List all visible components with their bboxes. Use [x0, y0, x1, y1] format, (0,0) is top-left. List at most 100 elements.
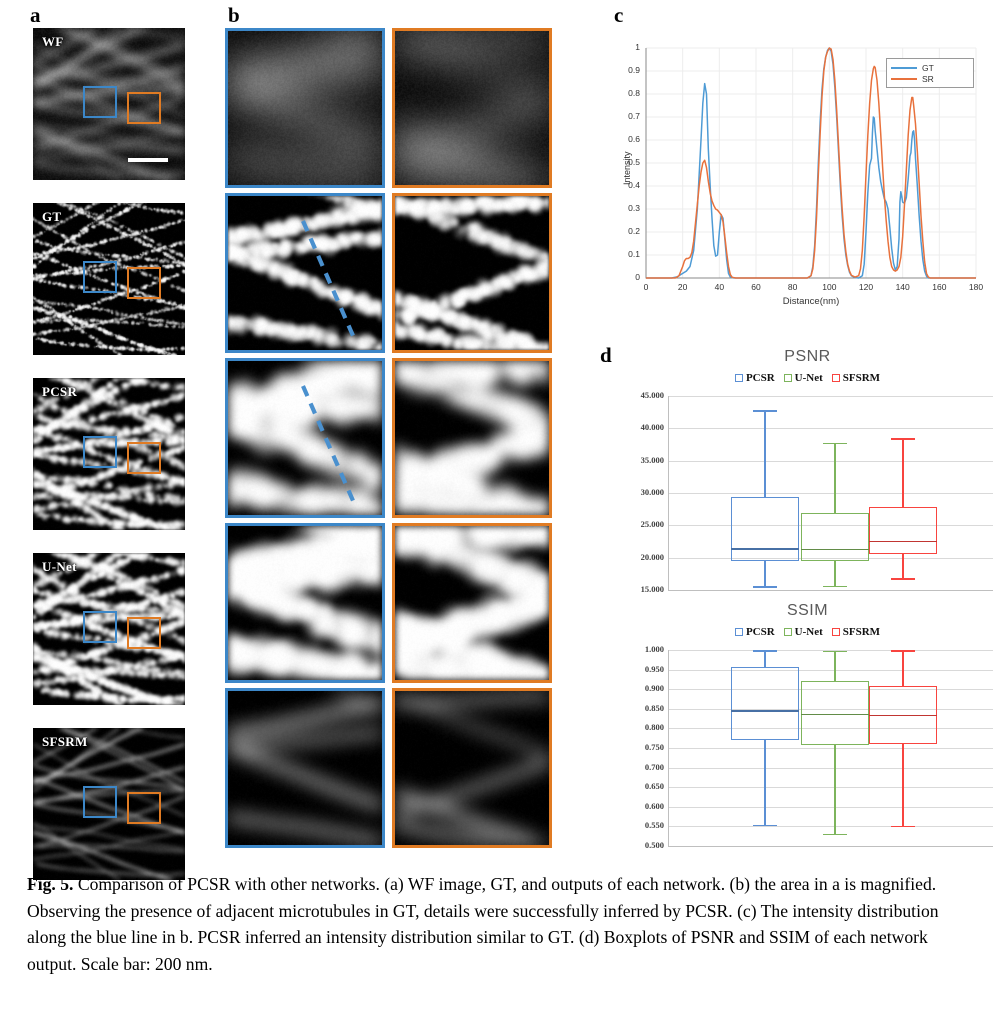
panel-label-d: d: [600, 343, 612, 367]
box-iqr: [801, 680, 869, 745]
boxplot-ytick: 30.000: [640, 487, 664, 497]
orange-roi-box: [127, 442, 161, 474]
micrograph-wf: WF: [33, 28, 185, 180]
whisker-cap-upper: [891, 438, 915, 440]
micrograph-pcsr: PCSR: [33, 378, 185, 530]
whisker-cap-lower: [753, 586, 777, 589]
boxplot-ytick: 0.500: [644, 840, 664, 850]
whisker-cap-upper: [823, 650, 847, 653]
crop-canvas: [228, 31, 382, 185]
ssim-legend-item-sfsrm: SFSRM: [831, 626, 880, 638]
boxplot-gridline: [668, 525, 993, 527]
lineplot-legend-label-gt: GT: [922, 62, 934, 73]
box-median-line: [869, 714, 937, 717]
lineplot-ytick: 0.7: [628, 111, 640, 121]
orange-roi-box: [127, 267, 161, 299]
box-iqr: [869, 506, 937, 555]
psnr-boxplot: PSNR PCSR U-Net SFSRM 15.000 20.000 25.000…: [620, 348, 995, 598]
figure-caption-label: Fig. 5.: [27, 874, 74, 894]
lineplot-yaxis-label: Intensity: [622, 151, 632, 185]
psnr-chart-title: PSNR: [784, 348, 831, 365]
panel-c-intensity-lineplot: 0 0.1 0.2 0.3 0.4 0.5 0.6 0.7 0.8 0.9 1 0 20 40 60 80 10…: [612, 30, 992, 320]
boxplot-ytick: 0.550: [644, 820, 664, 831]
ssim-legend-label-unet: U-Net: [794, 626, 823, 638]
lineplot-xtick: 60: [751, 282, 761, 292]
boxplot-ytick: 25.000: [640, 519, 664, 530]
ssim-boxplot: SSIM PCSR U-Net SFSRM 0.500 0.550 0.600 0.6…: [620, 602, 995, 857]
psnr-legend-item-unet: U-Net: [783, 372, 823, 384]
whisker-cap-lower: [891, 578, 915, 580]
lineplot-legend: GT SR: [886, 58, 974, 88]
lineplot-ytick: 0.1: [628, 249, 640, 259]
boxplot-gridline: [668, 428, 993, 430]
ssim-legend-item-pcsr: PCSR: [734, 626, 775, 638]
whisker-cap-upper: [753, 650, 777, 652]
whisker-lower: [834, 744, 836, 834]
boxplot-x-axis: [668, 590, 993, 591]
whisker-upper: [834, 650, 836, 681]
orange-roi-box: [127, 617, 161, 649]
box-iqr: [731, 496, 799, 561]
lineplot-ytick: 0.5: [628, 157, 640, 167]
boxplot-gridline: [668, 650, 993, 651]
boxplot-gridline: [668, 689, 993, 691]
micrograph-sfsrm: SFSRM: [33, 728, 185, 880]
box-median-line: [731, 547, 799, 550]
boxplot-group-sfsrm: [668, 396, 993, 590]
box-median-line: [801, 713, 869, 716]
crop-blue-sfsrm: [225, 688, 385, 848]
panel-label-c: c: [614, 3, 624, 27]
ssim-legend: PCSR U-Net SFSRM: [620, 626, 995, 638]
panel-label-b: b: [228, 3, 240, 27]
crop-orange-u-net: [392, 523, 552, 683]
lineplot-xtick: 120: [858, 282, 874, 292]
whisker-lower: [764, 739, 766, 825]
boxplot-group-u-net: [668, 396, 993, 590]
orange-roi-box: [127, 792, 161, 824]
whisker-cap-lower: [753, 824, 777, 827]
boxplot-ytick: 40.000: [640, 422, 664, 433]
boxplot-gridline: [668, 557, 993, 559]
boxplot-ytick: 0.900: [644, 683, 664, 694]
lineplot-legend-item-sr: SR: [891, 73, 969, 84]
whisker-lower: [902, 744, 904, 826]
psnr-legend-label-sfsrm: SFSRM: [842, 372, 881, 384]
whisker-upper: [902, 650, 904, 687]
whisker-cap-upper: [823, 442, 847, 445]
lineplot-xtick: 80: [787, 282, 798, 292]
whisker-lower: [834, 561, 836, 586]
boxplot-gridline: [668, 460, 993, 462]
whisker-upper: [902, 438, 904, 507]
crop-canvas: [395, 526, 549, 680]
boxplot-ytick: 15.000: [640, 584, 664, 594]
boxplot-y-axis: [668, 396, 669, 590]
boxplot-ytick: 35.000: [640, 454, 664, 465]
crop-orange-pcsr: [392, 358, 552, 518]
lineplot-xtick: 180: [968, 282, 984, 292]
boxplot-gridline: [668, 396, 993, 397]
boxplot-gridline: [668, 493, 993, 494]
crop-canvas: [395, 196, 549, 350]
whisker-cap-lower: [823, 585, 847, 588]
boxplot-gridline: [668, 767, 993, 769]
boxplot-ytick: 0.750: [644, 742, 664, 752]
intensity-plot-svg: [645, 47, 977, 279]
whisker-upper: [764, 650, 766, 668]
psnr-plot-area: 15.000 20.000 25.000 30.000 35.000 40.000 45.0…: [641, 390, 993, 594]
lineplot-ytick: 0.9: [628, 65, 640, 75]
boxplot-gridline: [668, 748, 993, 749]
boxplot-ytick: 0.950: [644, 663, 664, 674]
lineplot-ytick: 0.6: [628, 134, 640, 144]
lineplot-legend-swatch-sr: [891, 77, 917, 80]
boxplot-gridline: [668, 787, 993, 789]
ssim-legend-label-pcsr: PCSR: [745, 626, 775, 638]
lineplot-xtick: 140: [895, 282, 910, 292]
crop-blue-gt: [225, 193, 385, 353]
whisker-lower: [902, 554, 904, 579]
crop-canvas: [228, 526, 382, 680]
psnr-legend-item-sfsrm: SFSRM: [831, 372, 881, 384]
whisker-cap-upper: [891, 650, 915, 652]
crop-canvas: [228, 196, 382, 350]
lineplot-ytick: 0.3: [628, 203, 640, 213]
